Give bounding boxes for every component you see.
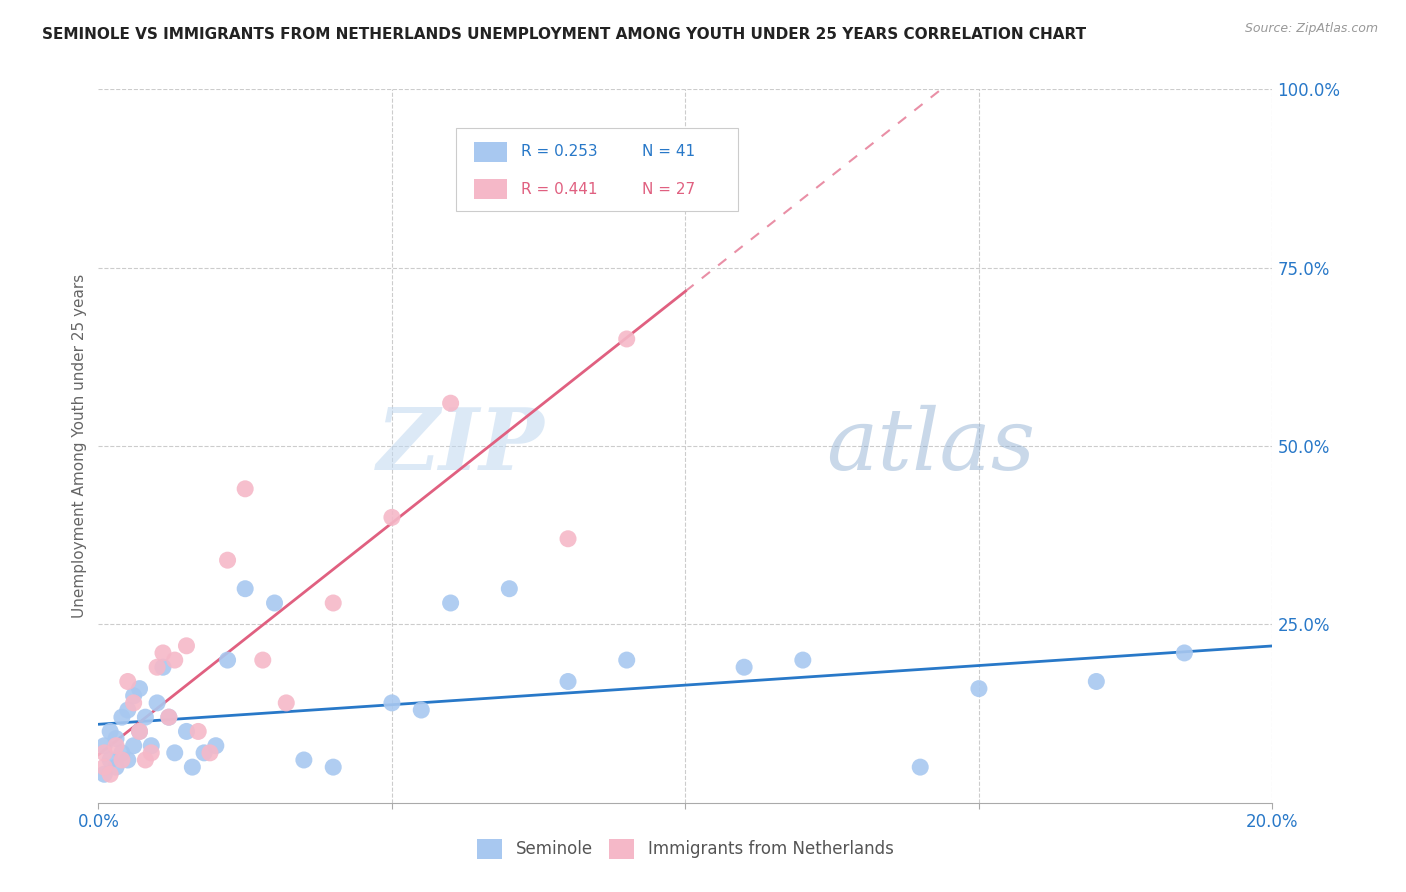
Point (105, 739, 128, 753)
Point (134, 753, 156, 767)
Point (93, 739, 115, 753)
Point (105, 731, 128, 746)
Point (193, 746, 215, 760)
Point (792, 653, 814, 667)
Point (146, 696, 169, 710)
Point (557, 674, 579, 689)
Point (411, 703, 433, 717)
Point (122, 696, 145, 710)
Point (117, 674, 139, 689)
Point (98, 753, 121, 767)
FancyBboxPatch shape (474, 179, 508, 199)
Point (616, 653, 638, 667)
Point (111, 746, 134, 760)
Point (967, 681, 990, 696)
Text: N = 27: N = 27 (643, 182, 695, 196)
Point (440, 396, 463, 410)
Point (146, 660, 169, 674)
Point (141, 739, 163, 753)
Point (381, 696, 404, 710)
Point (128, 681, 150, 696)
Point (498, 582, 520, 596)
Point (176, 639, 198, 653)
Point (557, 532, 579, 546)
Text: R = 0.253: R = 0.253 (522, 145, 598, 160)
Point (152, 660, 174, 674)
Point (187, 724, 209, 739)
Point (198, 746, 221, 760)
Point (1173, 646, 1195, 660)
Text: Source: ZipAtlas.com: Source: ZipAtlas.com (1244, 22, 1378, 36)
Point (98, 724, 121, 739)
Point (233, 482, 256, 496)
Point (128, 724, 150, 739)
Point (122, 739, 145, 753)
Point (117, 753, 139, 767)
Point (263, 596, 285, 610)
Point (163, 653, 186, 667)
Point (111, 710, 134, 724)
Point (93, 760, 115, 774)
Point (292, 753, 315, 767)
Point (122, 689, 145, 703)
Text: ZIP: ZIP (377, 404, 544, 488)
Point (98, 767, 121, 781)
Point (157, 710, 180, 724)
Y-axis label: Unemployment Among Youth under 25 years: Unemployment Among Youth under 25 years (72, 274, 87, 618)
Point (616, 332, 638, 346)
Point (134, 710, 156, 724)
Point (181, 760, 204, 774)
Point (322, 596, 344, 610)
Legend: Seminole, Immigrants from Netherlands: Seminole, Immigrants from Netherlands (471, 832, 900, 866)
Point (93, 767, 115, 781)
Point (733, 660, 755, 674)
Point (381, 510, 404, 524)
Text: atlas: atlas (827, 405, 1035, 487)
Text: N = 41: N = 41 (643, 145, 695, 160)
Point (1085, 674, 1108, 689)
Point (117, 703, 139, 717)
Point (910, 760, 932, 774)
Point (276, 696, 298, 710)
Point (163, 746, 186, 760)
Text: SEMINOLE VS IMMIGRANTS FROM NETHERLANDS UNEMPLOYMENT AMONG YOUTH UNDER 25 YEARS : SEMINOLE VS IMMIGRANTS FROM NETHERLANDS … (42, 27, 1087, 42)
Point (322, 760, 344, 774)
Point (252, 653, 274, 667)
Point (233, 582, 256, 596)
Text: R = 0.441: R = 0.441 (522, 182, 598, 196)
Point (111, 753, 134, 767)
Point (176, 724, 198, 739)
Point (217, 653, 239, 667)
Point (205, 739, 228, 753)
Point (141, 746, 163, 760)
Point (128, 724, 150, 739)
Point (152, 646, 174, 660)
Point (217, 553, 239, 567)
FancyBboxPatch shape (474, 142, 508, 162)
Point (105, 760, 128, 774)
Point (157, 710, 180, 724)
Point (675, 196, 697, 211)
Point (440, 596, 463, 610)
Point (93, 746, 115, 760)
FancyBboxPatch shape (457, 128, 738, 211)
